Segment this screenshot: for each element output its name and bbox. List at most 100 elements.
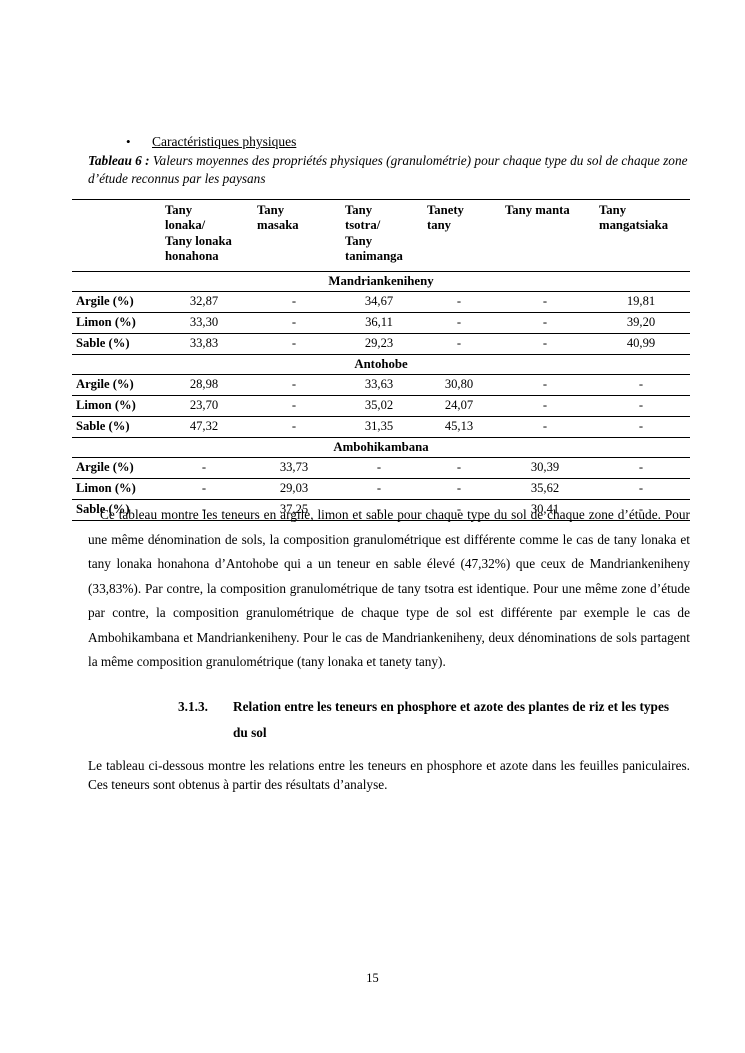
header-line: tsotra/ [345, 218, 381, 233]
row-label: Limon (%) [76, 397, 136, 412]
row-label: Argile (%) [76, 459, 134, 474]
header-line: lonaka/ [165, 218, 206, 233]
cell-value: - [542, 376, 548, 391]
header-line: Tany [599, 203, 627, 217]
bullet-heading: • Caractéristiques physiques [126, 134, 686, 150]
zone-label: Ambohikambana [333, 439, 429, 454]
cell-value: 31,35 [364, 418, 394, 433]
cell-value: - [456, 293, 462, 308]
cell-value: 45,13 [444, 418, 474, 433]
header-line: Tany lonaka [165, 233, 232, 248]
section-number: 3.1.3. [178, 699, 208, 714]
cell-value: - [291, 314, 297, 329]
cell-value: - [542, 335, 548, 350]
bullet-heading-label: Caractéristiques physiques [152, 134, 297, 149]
header-line: tanimanga [345, 249, 403, 264]
cell-value: - [376, 459, 382, 474]
cell-value: 19,81 [626, 293, 656, 308]
cell-value: 33,30 [189, 314, 219, 329]
cell-value: 28,98 [189, 376, 219, 391]
cell-value: 30,41 [530, 501, 560, 516]
row-label: Sable (%) [76, 501, 130, 516]
table-row: Limon (%) 33,30 - 36,11 - - 39,20 [72, 312, 690, 334]
cell-value: 35,02 [364, 397, 394, 412]
cell-value: 37,25 [279, 501, 309, 516]
table-zone-row: Mandriankeniheny [72, 271, 690, 292]
cell-value: 40,99 [626, 335, 656, 350]
table-row: Limon (%) - 29,03 - - 35,62 - [72, 478, 690, 500]
row-label: Limon (%) [76, 480, 136, 495]
cell-value: - [456, 480, 462, 495]
cell-value: 29,03 [279, 480, 309, 495]
table-caption-text: Valeurs moyennes des propriétés physique… [88, 153, 688, 186]
cell-value: - [456, 459, 462, 474]
section-heading-3-1-3: 3.1.3. Relation entre les teneurs en pho… [178, 694, 678, 746]
cell-value: - [201, 501, 207, 516]
row-label: Limon (%) [76, 314, 136, 329]
row-label: Sable (%) [76, 335, 130, 350]
paragraph-after-heading: Le tableau ci-dessous montre les relatio… [88, 758, 690, 792]
row-label: Sable (%) [76, 418, 130, 433]
row-label: Argile (%) [76, 293, 134, 308]
table-header-cell-tanety-tany: Tanety tany [420, 200, 498, 272]
bullet-marker-icon: • [126, 134, 131, 149]
table-row: Argile (%) - 33,73 - - 30,39 - [72, 457, 690, 479]
table-header-cell-blank [72, 200, 158, 272]
cell-value: - [542, 293, 548, 308]
section-title: Relation entre les teneurs en phosphore … [233, 699, 670, 740]
cell-value: 36,11 [365, 314, 393, 329]
table-row: Argile (%) 32,87 - 34,67 - - 19,81 [72, 291, 690, 313]
zone-label: Mandriankeniheny [328, 273, 434, 288]
table-zone-row: Ambohikambana [72, 437, 690, 458]
header-line: Tanety [427, 203, 464, 217]
cell-value: - [291, 397, 297, 412]
table-row: Limon (%) 23,70 - 35,02 24,07 - - [72, 395, 690, 417]
zone-label: Antohobe [354, 356, 408, 371]
cell-value: - [291, 335, 297, 350]
cell-value: 33,73 [279, 459, 309, 474]
table-row: Argile (%) 28,98 - 33,63 30,80 - - [72, 374, 690, 396]
header-line: Tany [345, 203, 373, 217]
table-header-cell-tany-masaka: Tany masaka [250, 200, 338, 272]
cell-value: - [456, 314, 462, 329]
cell-value: - [542, 418, 548, 433]
cell-value: - [638, 397, 644, 412]
table-header-cell-tany-mangatsiaka: Tany mangatsiaka [592, 200, 690, 272]
cell-value: - [376, 501, 382, 516]
table-row: Sable (%) 33,83 - 29,23 - - 40,99 [72, 333, 690, 355]
table-row: Sable (%) 47,32 - 31,35 45,13 - - [72, 416, 690, 438]
cell-value: 30,39 [530, 459, 560, 474]
cell-value: 23,70 [189, 397, 219, 412]
cell-value: 35,62 [530, 480, 560, 495]
header-line: Tany [165, 203, 193, 217]
header-line: mangatsiaka [599, 218, 669, 233]
header-line: tany [427, 218, 451, 233]
row-label: Argile (%) [76, 376, 134, 391]
cell-value: 33,83 [189, 335, 219, 350]
cell-value: - [638, 480, 644, 495]
granulometry-table: Tany lonaka/ Tany lonaka honahona Tany m… [72, 199, 690, 521]
header-line: Tany [345, 233, 373, 248]
cell-value: - [456, 501, 462, 516]
cell-value: 30,80 [444, 376, 474, 391]
cell-value: - [291, 376, 297, 391]
cell-value: - [456, 335, 462, 350]
cell-value: - [638, 459, 644, 474]
header-line: Tany [257, 203, 285, 217]
cell-value: - [542, 314, 548, 329]
cell-value: - [291, 293, 297, 308]
table-caption-label: Tableau 6 : [88, 153, 150, 168]
page-number: 15 [366, 971, 379, 985]
cell-value: 34,67 [364, 293, 394, 308]
cell-value: 29,23 [364, 335, 394, 350]
cell-value: - [638, 376, 644, 391]
cell-value: 47,32 [189, 418, 219, 433]
header-line: honahona [165, 249, 219, 264]
cell-value: 32,87 [189, 293, 219, 308]
table-caption: Tableau 6 : Valeurs moyennes des proprié… [88, 152, 692, 188]
table-header-cell-tany-lonaka: Tany lonaka/ Tany lonaka honahona [158, 200, 250, 272]
cell-value: 39,20 [626, 314, 656, 329]
cell-value: - [638, 418, 644, 433]
cell-value: - [201, 480, 207, 495]
